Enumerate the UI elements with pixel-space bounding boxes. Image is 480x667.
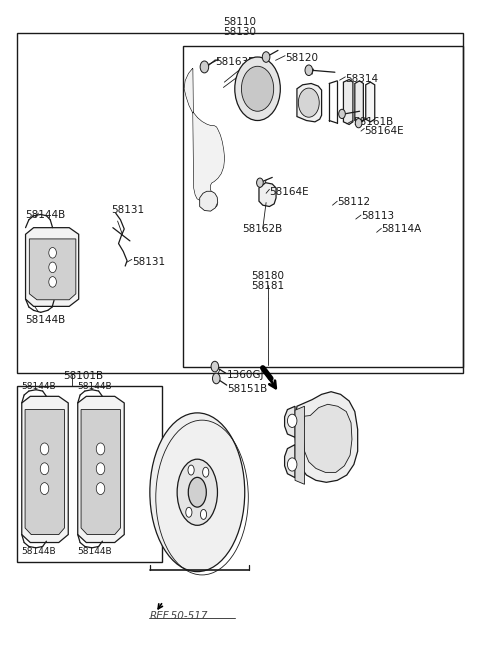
Polygon shape [355, 81, 363, 123]
Polygon shape [303, 404, 352, 472]
Polygon shape [200, 191, 218, 211]
Circle shape [40, 443, 49, 455]
Circle shape [96, 483, 105, 494]
Text: 58144B: 58144B [22, 547, 56, 556]
Text: 58161B: 58161B [353, 117, 393, 127]
Ellipse shape [201, 510, 206, 520]
Bar [183, 46, 463, 367]
Circle shape [40, 463, 49, 475]
Polygon shape [366, 82, 375, 122]
Circle shape [241, 66, 274, 111]
Text: 58144B: 58144B [78, 547, 112, 556]
Circle shape [305, 65, 312, 75]
Ellipse shape [203, 468, 209, 477]
Text: 58120: 58120 [285, 53, 318, 63]
Circle shape [200, 61, 209, 73]
Polygon shape [297, 83, 322, 122]
Text: 1360GJ: 1360GJ [227, 370, 264, 380]
Polygon shape [25, 410, 64, 534]
Polygon shape [241, 59, 276, 117]
Circle shape [213, 374, 220, 384]
Circle shape [49, 262, 56, 273]
Polygon shape [295, 406, 304, 484]
Text: 58131: 58131 [111, 205, 144, 215]
Circle shape [49, 277, 56, 287]
Ellipse shape [150, 413, 245, 572]
Polygon shape [25, 227, 79, 306]
Polygon shape [81, 410, 120, 534]
Text: 58112: 58112 [337, 197, 371, 207]
Text: 58130: 58130 [224, 27, 256, 37]
Text: 58113: 58113 [361, 211, 394, 221]
Circle shape [96, 463, 105, 475]
Text: REF.50-517: REF.50-517 [150, 612, 208, 621]
Text: 58144B: 58144B [25, 315, 66, 325]
Circle shape [299, 88, 319, 117]
Circle shape [96, 443, 105, 455]
FancyArrowPatch shape [264, 370, 276, 388]
Circle shape [339, 109, 345, 119]
Text: 58180: 58180 [251, 271, 284, 281]
Text: 58151B: 58151B [227, 384, 267, 394]
Ellipse shape [186, 508, 192, 517]
Text: 58162B: 58162B [243, 224, 283, 234]
Text: 58163B: 58163B [216, 57, 255, 67]
Circle shape [40, 483, 49, 494]
Circle shape [49, 247, 56, 258]
Circle shape [262, 52, 270, 62]
Polygon shape [285, 445, 295, 478]
Polygon shape [295, 392, 358, 482]
Ellipse shape [177, 459, 217, 526]
Circle shape [257, 178, 263, 187]
Circle shape [288, 414, 297, 428]
Circle shape [288, 458, 297, 471]
Polygon shape [29, 239, 76, 299]
Text: 58131: 58131 [132, 257, 165, 267]
Text: 58164E: 58164E [269, 187, 309, 197]
Text: 58144B: 58144B [22, 382, 56, 391]
Ellipse shape [188, 465, 194, 475]
Bar [17, 33, 463, 374]
Polygon shape [22, 396, 68, 542]
Circle shape [235, 57, 280, 121]
Circle shape [211, 362, 219, 372]
Bar [17, 386, 162, 562]
Text: 58181: 58181 [251, 281, 284, 291]
Polygon shape [285, 406, 295, 438]
Text: 58101B: 58101B [63, 372, 104, 382]
FancyArrowPatch shape [158, 604, 162, 609]
Polygon shape [343, 79, 353, 125]
Text: 58114A: 58114A [382, 224, 421, 234]
Polygon shape [259, 183, 276, 207]
Text: 58110: 58110 [224, 17, 256, 27]
Polygon shape [184, 69, 224, 207]
Ellipse shape [188, 478, 206, 507]
Text: 58314: 58314 [345, 74, 378, 84]
Text: 58164E: 58164E [364, 126, 404, 136]
Circle shape [355, 119, 362, 128]
Text: 58144B: 58144B [25, 211, 66, 221]
Text: 58144B: 58144B [78, 382, 112, 391]
Polygon shape [78, 396, 124, 542]
